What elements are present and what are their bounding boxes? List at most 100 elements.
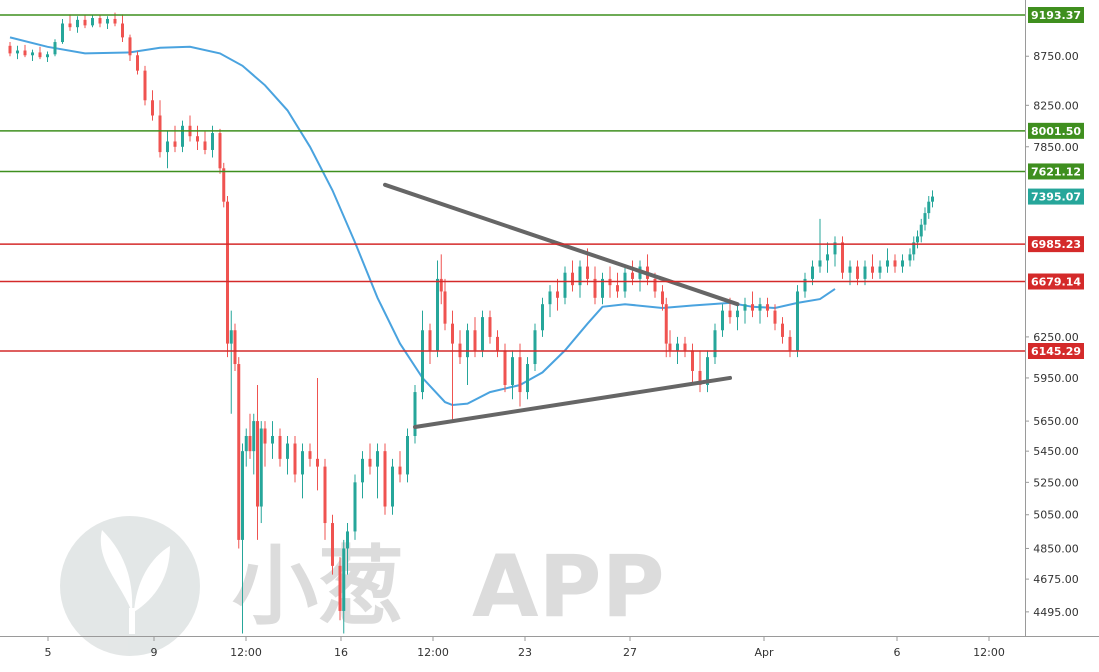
candle xyxy=(518,343,522,407)
candle xyxy=(383,443,387,515)
candle xyxy=(871,254,874,279)
candle-body xyxy=(241,451,244,540)
candle-body xyxy=(229,330,233,344)
candle xyxy=(252,413,256,475)
candle xyxy=(391,458,394,515)
time-tick-label: 23 xyxy=(518,646,532,659)
candle xyxy=(721,304,724,337)
candle-body xyxy=(166,141,169,153)
candle xyxy=(323,458,327,540)
candle xyxy=(346,523,349,575)
candle-body xyxy=(548,291,552,305)
candle-body xyxy=(743,304,747,311)
candle xyxy=(664,297,668,358)
price-axis[interactable]: 8750.00 8250.00 7850.00 6250.00 5950.00 5650.… xyxy=(1025,50,1079,619)
candle xyxy=(803,272,807,298)
candle xyxy=(259,421,263,524)
candle xyxy=(196,125,199,150)
candle xyxy=(766,297,769,318)
candle-body xyxy=(601,278,604,298)
candle xyxy=(736,304,739,331)
candle xyxy=(533,323,537,371)
candle-body xyxy=(158,115,162,153)
watermark-brand-cn: 小葱 xyxy=(232,537,404,637)
candle xyxy=(331,514,334,575)
candle xyxy=(796,285,799,358)
candle xyxy=(376,443,379,499)
candle-body xyxy=(518,357,522,393)
time-tick-label: 5 xyxy=(45,646,52,659)
candle xyxy=(233,323,237,371)
support-price-tag-text: 6679.14 xyxy=(1031,276,1081,289)
candle xyxy=(286,435,289,475)
price-tick-label: 8750.00 xyxy=(1033,50,1079,63)
candle-body xyxy=(496,336,499,351)
candle-body xyxy=(781,323,784,337)
candle xyxy=(301,443,304,499)
candle xyxy=(571,260,574,292)
candle-body xyxy=(563,272,567,298)
watermark-brand-en: APP xyxy=(472,537,665,637)
support-price-tag: 6679.14 xyxy=(1028,273,1084,290)
resistance-price-tag-box xyxy=(1028,122,1084,139)
candle-body xyxy=(488,317,492,337)
current-price-tag-text: 7395.07 xyxy=(1031,191,1081,204)
candle-body xyxy=(38,52,42,58)
candle xyxy=(361,451,364,499)
candle xyxy=(413,384,417,444)
candle xyxy=(466,323,469,385)
candle-body xyxy=(503,350,507,385)
candle-body xyxy=(706,357,709,385)
candle xyxy=(916,230,919,249)
candle-body xyxy=(916,236,919,243)
candle-body xyxy=(631,272,634,279)
candle-body xyxy=(721,310,724,331)
current-price-tag-box xyxy=(1028,188,1084,205)
candle-body xyxy=(31,52,34,56)
candle-body xyxy=(856,266,859,279)
candle-body xyxy=(593,278,597,298)
candle xyxy=(68,14,72,31)
candle xyxy=(826,242,829,273)
candle-body xyxy=(237,364,241,540)
support-price-tag-box xyxy=(1028,343,1084,359)
candle xyxy=(488,310,492,344)
candle xyxy=(841,236,844,279)
candle xyxy=(923,207,927,231)
candle-body xyxy=(773,310,777,324)
candle xyxy=(188,115,192,142)
time-tick-label: 12:00 xyxy=(973,646,1005,659)
candle-body xyxy=(616,285,619,292)
time-tick-label: 12:00 xyxy=(417,646,449,659)
candle-body xyxy=(919,224,923,237)
candle xyxy=(23,44,27,58)
candle-body xyxy=(368,458,372,467)
candle-body xyxy=(698,370,702,385)
moving-average-layer xyxy=(9,36,836,407)
time-axis[interactable]: 5 9 12:00 16 12:00 23 27 Apr 6 12:00 xyxy=(45,636,1005,659)
candle-body xyxy=(61,23,64,43)
candle xyxy=(698,350,702,393)
candle-body xyxy=(113,18,117,24)
candle-body xyxy=(511,357,514,385)
price-tick-label: 5950.00 xyxy=(1033,372,1079,385)
candle xyxy=(931,190,934,208)
candle xyxy=(121,14,124,43)
candle-body xyxy=(406,435,409,475)
support-price-tag-box xyxy=(1028,236,1084,253)
price-tick-label: 8250.00 xyxy=(1033,99,1079,112)
candle-body xyxy=(751,304,754,311)
candle xyxy=(878,260,882,279)
candle-body xyxy=(818,260,822,267)
time-tick-label: 12:00 xyxy=(230,646,262,659)
candle xyxy=(136,51,139,75)
candle xyxy=(237,357,241,549)
candle xyxy=(511,350,514,400)
candle-body xyxy=(653,278,657,292)
candle xyxy=(398,451,402,483)
candle xyxy=(646,254,649,286)
candle xyxy=(458,330,462,365)
candle-body xyxy=(68,23,72,28)
candle-body xyxy=(893,260,897,267)
